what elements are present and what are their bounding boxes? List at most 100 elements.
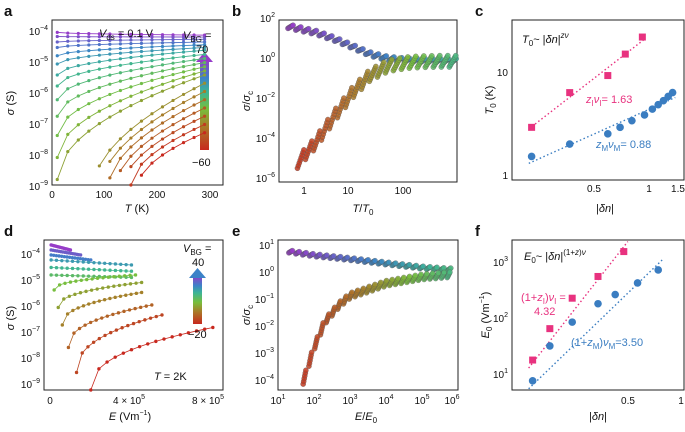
panel-e: e 10−4 10−3 10−2 10−1 100 101 101 102 10… — [232, 223, 460, 425]
panel-a-point-10-4 — [97, 97, 101, 101]
panel-a-point-8-11 — [171, 61, 175, 65]
panel-a-point-7-5 — [108, 65, 112, 69]
panel-e-lower-point-132 — [314, 334, 321, 340]
panel-a-colorbar-label: VBG = — [183, 30, 211, 44]
panel-a-point-4-4 — [97, 48, 101, 52]
panel-b-upper-point-154 — [290, 22, 296, 29]
panel-a-point-16-8 — [202, 106, 207, 110]
panel-a-point-7-0 — [55, 84, 59, 88]
panel-a-point-6-10 — [160, 52, 165, 56]
panel-b-upper-point-161 — [344, 39, 351, 46]
panel-e-ytick-1e-4: 10−4 — [255, 374, 274, 387]
panel-c-metal-point-3 — [616, 123, 624, 132]
panel-d-point-4-15 — [129, 269, 134, 273]
panel-a-point-12-13 — [192, 77, 196, 81]
panel-a-point-9-13 — [192, 62, 196, 67]
panel-a-point-0-6 — [118, 32, 122, 36]
panel-d-point-7-15 — [139, 280, 144, 285]
panel-b-upper-point-159 — [329, 33, 335, 39]
panel-a-point-10-14 — [202, 65, 207, 69]
panel-d-point-9-11 — [127, 308, 132, 312]
panel-a-plot — [55, 30, 213, 187]
panel-a-ytick-1e-7: 10−7 — [29, 118, 48, 131]
panel-b-upper-point-157 — [313, 27, 320, 34]
panel-a-point-12-4 — [97, 122, 101, 126]
panel-d-point-2-1 — [52, 253, 56, 258]
panel-d-point-10-5 — [103, 333, 107, 338]
panel-a-point-3-14 — [202, 40, 207, 44]
panel-b-ytick-1e-4: 10−4 — [256, 132, 275, 145]
panel-d-point-2-12 — [81, 257, 85, 261]
panel-a-point-1-11 — [171, 35, 175, 39]
panel-e-xtick-1e1: 101 — [270, 394, 285, 407]
panel-d-point-9-2 — [77, 326, 82, 331]
panel-d-point-9-8 — [111, 312, 115, 317]
panel-d-point-10-11 — [137, 319, 141, 324]
panel-d-point-7-7 — [95, 287, 99, 291]
panel-f-xtick-0.5: 0.5 — [621, 396, 635, 407]
panel-e-lower-point-152 — [429, 270, 436, 277]
panel-a-point-11-7 — [129, 94, 133, 98]
panel-f-metal-point-5 — [633, 279, 642, 287]
panel-e-upper-point-135 — [392, 260, 399, 266]
panel-d-point-5-0 — [49, 273, 53, 277]
panel-d-point-5-3 — [65, 273, 69, 278]
panel-a-point-13-4 — [139, 119, 144, 123]
panel-c-formula: T0~ |δn|zν — [522, 31, 569, 48]
panel-d-point-10-1 — [80, 351, 84, 355]
panel-a-point-15-8 — [192, 103, 196, 107]
panel-a-point-16-1 — [129, 154, 133, 158]
panel-a-point-3-0 — [55, 45, 59, 50]
panel-d-point-7-0 — [56, 305, 60, 310]
panel-a-point-10-1 — [66, 115, 70, 119]
panel-a-point-6-12 — [181, 50, 186, 54]
panel-a-point-19-0 — [139, 173, 144, 177]
panel-a-point-1-4 — [97, 35, 101, 39]
panel-a-point-9-3 — [87, 89, 91, 94]
panel-f-ytick-1e3: 103 — [493, 256, 508, 269]
panel-e-upper-point-137 — [406, 262, 413, 268]
panel-d-point-9-6 — [100, 316, 104, 320]
panel-a-point-12-5 — [108, 115, 112, 119]
panel-b-lower-point-145 — [341, 95, 347, 101]
panel-a: a 10−9 10−8 10−7 10−6 10−5 10−4 0 100 20… — [4, 3, 224, 215]
panel-a-point-3-3 — [87, 43, 91, 47]
panel-a-point-13-2 — [118, 137, 122, 141]
panel-c-insulator-point-4 — [638, 33, 646, 41]
panel-b-lower-point-159 — [453, 52, 459, 59]
panel-d-point-8-2 — [71, 308, 75, 313]
panel-b-lower-point-141 — [309, 138, 315, 144]
panel-a-point-0-4 — [97, 32, 101, 36]
panel-a-point-3-4 — [97, 42, 101, 47]
panel-a-point-1-5 — [108, 35, 112, 39]
panel-a-point-12-2 — [76, 138, 80, 142]
panel-e-ytick-1e0: 100 — [259, 266, 274, 279]
panel-a-point-19-1 — [150, 161, 154, 165]
panel-d-point-10-7 — [114, 328, 119, 332]
panel-e-upper-point-126 — [330, 253, 337, 259]
panel-a-point-5-0 — [55, 62, 59, 66]
panel-a-point-8-8 — [139, 66, 144, 71]
panel-a-point-0-1 — [66, 31, 70, 35]
panel-d-point-6-8 — [95, 276, 100, 281]
panel-a-point-4-5 — [108, 47, 112, 51]
panel-d-point-6-9 — [101, 276, 105, 280]
panel-d-point-11-7 — [146, 342, 150, 346]
panel-e-lower-point-133 — [320, 320, 326, 326]
panel-b-lower-point-149 — [373, 63, 379, 70]
panel-d-xtick-8e5: 8 × 105 — [192, 394, 224, 407]
panel-b-lower-point-142 — [317, 128, 323, 134]
panel-a-point-9-12 — [181, 65, 186, 69]
panel-a-point-11-5 — [108, 104, 112, 108]
panel-a-point-5-3 — [87, 54, 91, 58]
panel-a-point-10-0 — [55, 133, 59, 138]
panel-d-point-4-12 — [113, 268, 118, 273]
panel-e-upper-point-134 — [386, 259, 392, 266]
panel-a-point-11-3 — [87, 115, 91, 120]
panel-a-point-13-9 — [192, 87, 196, 91]
panel-a-point-9-11 — [171, 67, 175, 71]
panel-b-xtick-1: 1 — [301, 186, 307, 197]
panel-d-point-10-8 — [120, 326, 124, 330]
panel-a-point-5-1 — [66, 57, 70, 62]
panel-d-point-9-13 — [138, 305, 143, 310]
